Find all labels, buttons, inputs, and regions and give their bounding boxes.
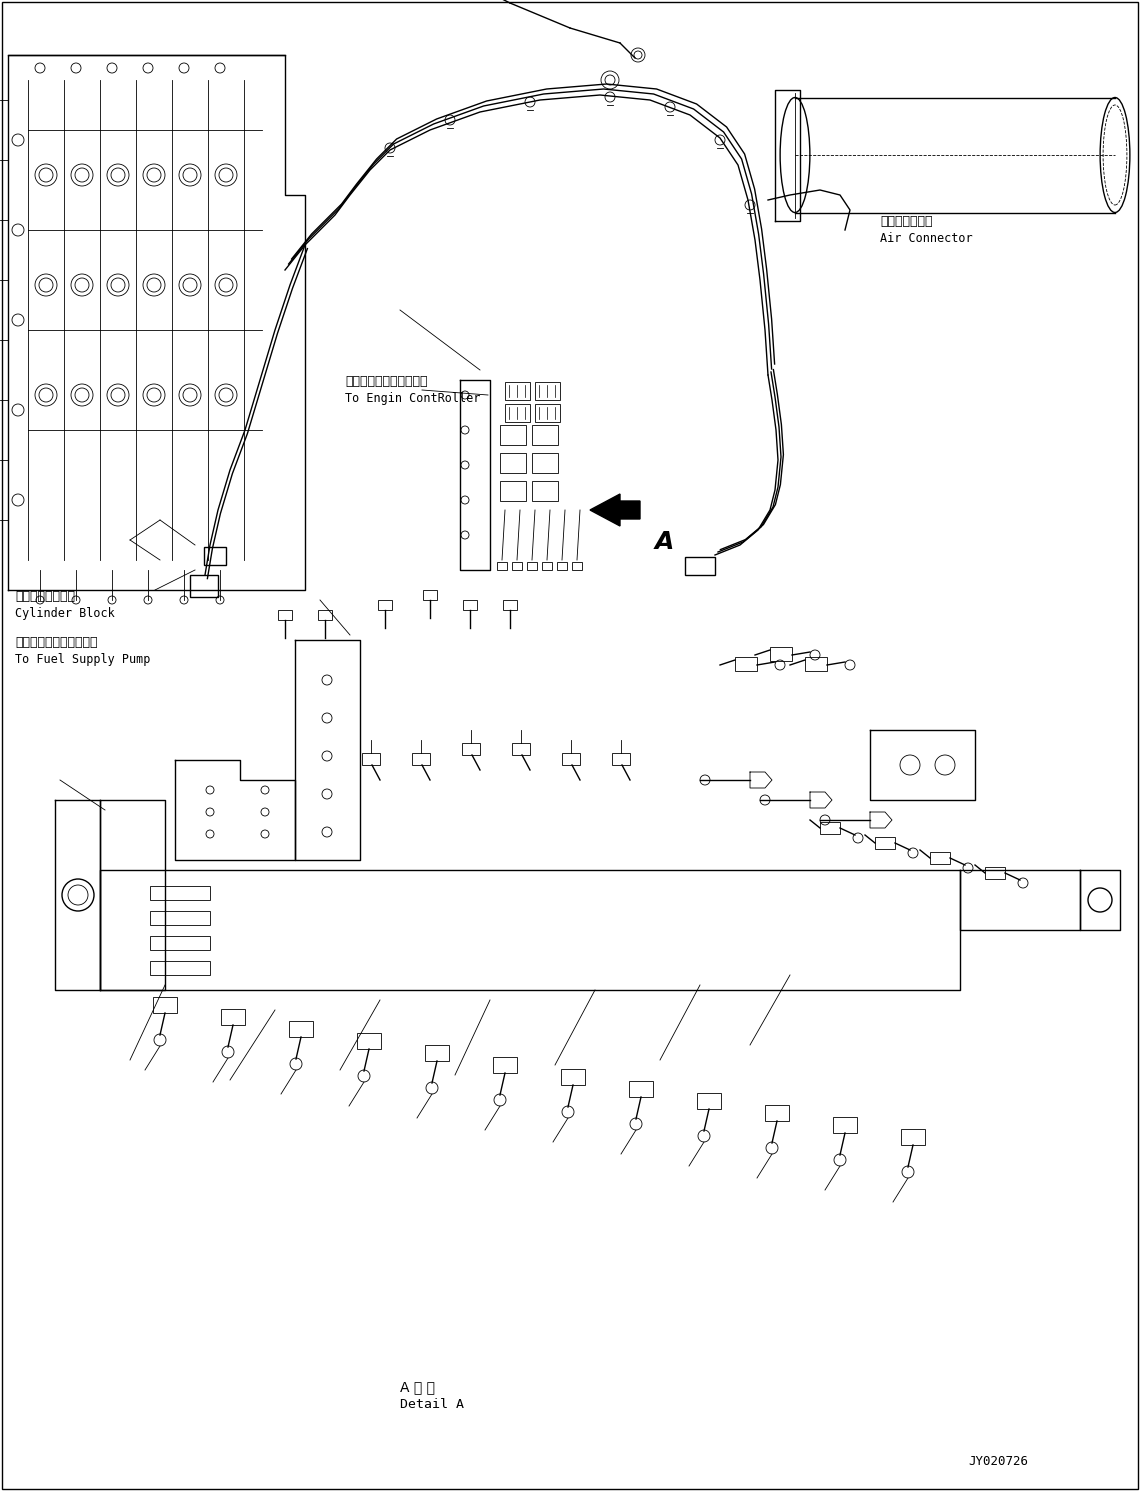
Bar [572,562,583,570]
Bar [463,599,477,610]
Bar [497,562,507,570]
Text: エンジンコントローラヘ: エンジンコントローラヘ [345,376,428,388]
Bar [557,562,567,570]
Bar [770,647,792,661]
Bar [833,1117,857,1133]
Bar [505,404,530,422]
Bar [500,482,526,501]
Bar [735,658,757,671]
Bar [190,576,218,596]
Text: Air Connector: Air Connector [880,233,972,245]
Bar [150,911,210,924]
Bar [500,453,526,473]
Bar [492,1057,518,1074]
Bar [357,1033,381,1050]
Bar [805,658,826,671]
Bar [527,562,537,570]
Bar [363,753,380,765]
Bar [612,753,630,765]
Bar [985,866,1005,880]
Bar [278,610,292,620]
Bar [221,1009,245,1024]
Bar [535,404,560,422]
Bar [153,997,177,1012]
Bar [512,562,522,570]
Text: Detail A: Detail A [400,1399,464,1410]
Text: A: A [656,529,675,555]
Bar [505,382,530,400]
Bar [697,1093,720,1109]
Bar [462,743,480,754]
Bar [150,886,210,901]
Bar [500,425,526,444]
Bar [629,1081,653,1097]
Bar [532,453,557,473]
Bar [901,1129,925,1145]
Bar [150,936,210,950]
Text: A 詳 細: A 詳 細 [400,1381,435,1394]
Bar [532,425,557,444]
Bar [542,562,552,570]
Text: シリンダブロック: シリンダブロック [15,590,75,602]
Bar [378,599,392,610]
Bar [423,590,437,599]
Bar [930,851,950,863]
FancyArrow shape [591,494,640,526]
Text: To Engin ContRoller: To Engin ContRoller [345,392,480,406]
Bar [561,1069,585,1085]
Bar [150,962,210,975]
Bar [512,743,530,754]
Text: エアーコネクタ: エアーコネクタ [880,215,933,228]
Text: JY020726: JY020726 [968,1455,1028,1469]
Bar [685,558,715,576]
Text: Cylinder Block: Cylinder Block [15,607,115,620]
Bar [876,836,895,848]
Text: To Fuel Supply Pump: To Fuel Supply Pump [15,653,150,666]
Text: フェルサプライポンプヘ: フェルサプライポンプヘ [15,637,98,649]
Bar [765,1105,789,1121]
Bar [412,753,430,765]
Bar [562,753,580,765]
Bar [204,547,226,565]
Bar [532,482,557,501]
Bar [503,599,518,610]
Bar [820,822,840,833]
Bar [318,610,332,620]
Bar [290,1021,314,1038]
Bar [535,382,560,400]
Bar [425,1045,449,1062]
